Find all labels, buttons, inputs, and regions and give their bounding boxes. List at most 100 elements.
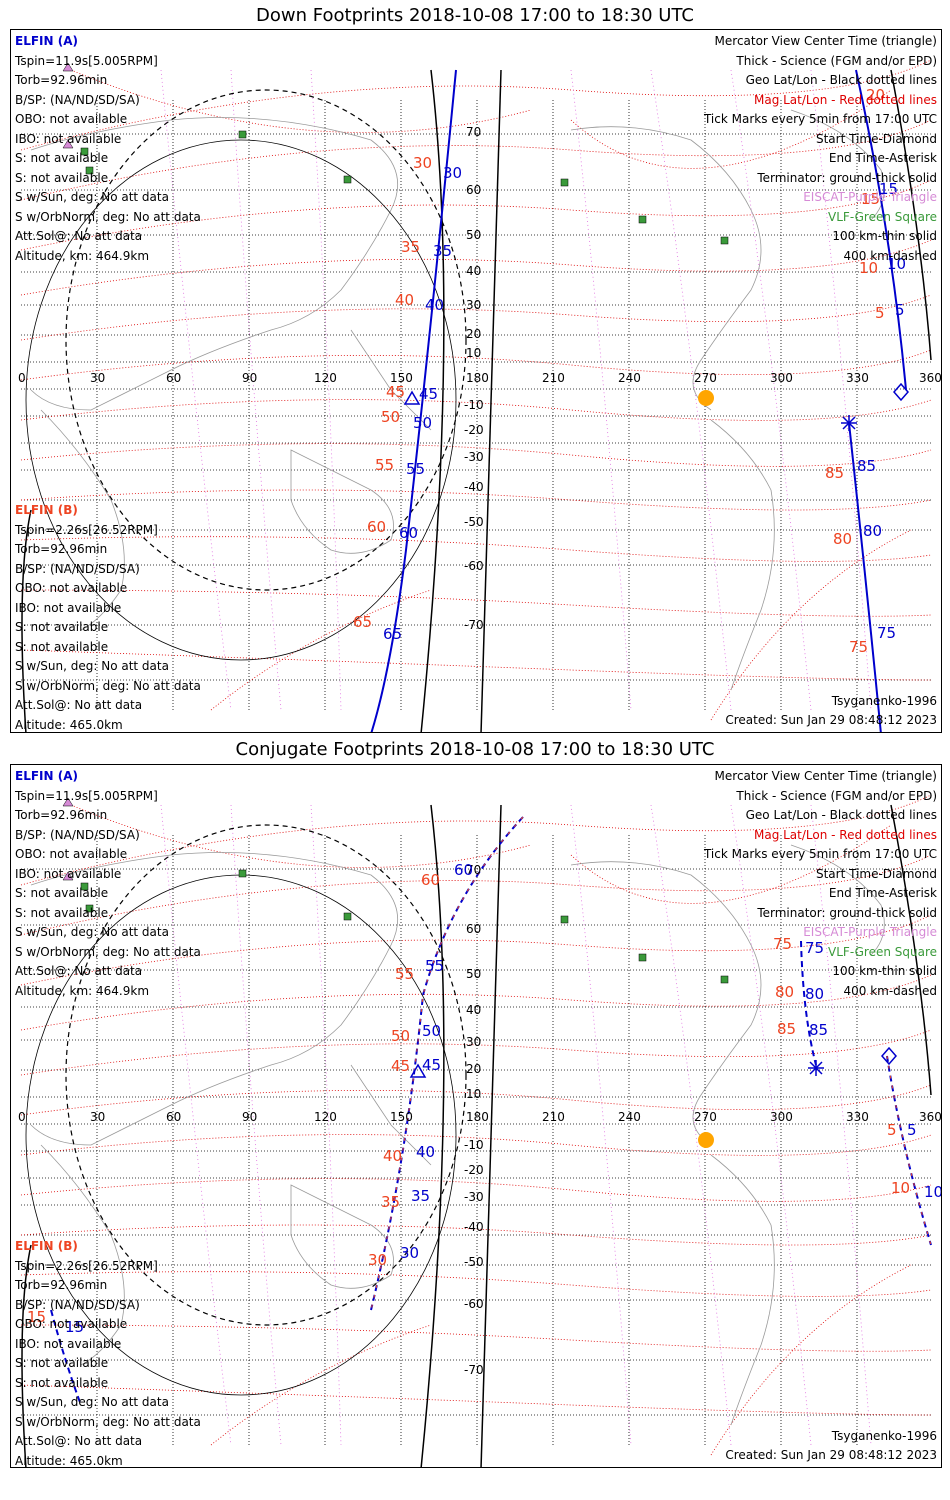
track-label-blue: 60	[454, 861, 474, 879]
legend-item: Mercator View Center Time (triangle)	[714, 34, 937, 48]
track-labels: 30 35 40 45 50 55 60 65 5 10 15 85 80 75…	[11, 30, 941, 732]
lon-label: 240	[618, 371, 641, 385]
end-asterisk	[841, 415, 857, 431]
track-label-blue: 80	[805, 985, 825, 1003]
track-label-blue: 65	[383, 625, 403, 643]
legend-item: Geo Lat/Lon - Black dotted lines	[745, 73, 937, 87]
center-time-triangle	[409, 1063, 427, 1078]
terminator-line	[480, 69, 502, 732]
eiscat-triangle	[62, 139, 74, 149]
lat-label: 40	[466, 1003, 482, 1017]
sat-info-b: ELFIN (B) Tspin=2.26s[26.52RPM] Torb=92.…	[15, 501, 201, 732]
lon-label: 0	[18, 371, 26, 385]
info-line: IBO: not available	[15, 1336, 122, 1351]
track-label-blue: 15	[65, 1318, 85, 1336]
lat-label: 30	[466, 298, 482, 312]
terminator-line	[890, 804, 932, 1096]
info-line: S w/OrbNorm, deg: No att data	[15, 944, 201, 959]
lon-label: 360	[919, 371, 942, 385]
info-line: Tspin=2.26s[26.52RPM]	[15, 1258, 158, 1273]
sat-info-a: ELFIN (A) Tspin=11.9s[5.005RPM] Torb=92.…	[15, 32, 201, 266]
track-elfin-a	[848, 422, 882, 732]
lon-label: 90	[242, 1110, 258, 1124]
track-label-blue: 5	[895, 301, 905, 319]
panel-title-down: Down Footprints 2018-10-08 17:00 to 18:3…	[256, 5, 694, 26]
info-line: S: not available	[15, 170, 109, 185]
info-line: IBO: not available	[15, 600, 122, 615]
legend-item: Mercator View Center Time (triangle)	[714, 769, 937, 783]
info-line: S w/Sun, deg: No att data	[15, 659, 169, 673]
legend-item: Mag Lat/Lon - Red dotted lines	[753, 92, 937, 107]
lat-label: 70	[466, 125, 482, 139]
eiscat-triangle	[62, 797, 74, 807]
track-label-red: 80	[775, 983, 795, 1001]
info-line: S: not available	[15, 905, 109, 920]
lat-label: -30	[464, 450, 484, 464]
info-line: S w/OrbNorm, deg: No att data	[15, 209, 201, 224]
track-label-red: 5	[875, 304, 885, 322]
info-line: S: not available	[15, 639, 109, 654]
lat-label: 40	[466, 264, 482, 278]
track-label-blue: 75	[805, 939, 825, 957]
footer-info: Tsyganenko-1996 Created: Sun Jan 29 08:4…	[725, 1427, 937, 1465]
lat-label: -50	[464, 1255, 484, 1269]
legend: Mercator View Center Time (triangle) Thi…	[704, 32, 937, 266]
track-label-red: 50	[381, 408, 401, 426]
created-timestamp: Created: Sun Jan 29 08:48:12 2023	[725, 713, 937, 727]
lon-label: 240	[618, 1110, 641, 1124]
map-panel-conjugate: 0 30 60 90 120 150 180 210 240 270 300 3…	[10, 764, 942, 1468]
lon-label: 210	[542, 1110, 565, 1124]
lat-label: 20	[466, 327, 482, 341]
lon-label: 0	[18, 1110, 26, 1124]
start-diamond	[881, 1046, 897, 1066]
info-line: S w/Sun, deg: No att data	[15, 190, 169, 204]
lon-label: 270	[694, 371, 717, 385]
lon-label: 210	[542, 371, 565, 385]
legend-item: Tick Marks every 5min from 17:00 UTC	[703, 847, 937, 861]
start-diamond	[893, 382, 909, 402]
track-label-blue: 10	[887, 255, 907, 273]
lat-label: -60	[464, 1297, 484, 1311]
legend-item: Terminator: ground-thick solid	[757, 905, 937, 920]
info-line: Att.Sol@: No att data	[15, 964, 143, 978]
track-label-red: 60	[367, 518, 387, 536]
footer-info: Tsyganenko-1996 Created: Sun Jan 29 08:4…	[725, 692, 937, 730]
range-circle-400km	[65, 824, 467, 1326]
lon-label: 180	[466, 371, 489, 385]
model-label: Tsyganenko-1996	[831, 1429, 937, 1443]
track-label-blue: 30	[443, 164, 463, 182]
info-line: S w/Sun, deg: No att data	[15, 925, 169, 939]
track-label-red: 30	[368, 1251, 388, 1269]
lon-label: 60	[166, 1110, 182, 1124]
track-label-red: 85	[777, 1020, 797, 1038]
terminator-line	[890, 69, 932, 361]
info-line: Att.Sol@: No att data	[15, 1434, 143, 1448]
legend-item: Terminator: ground-thick solid	[757, 170, 937, 185]
info-line: IBO: not available	[15, 131, 122, 146]
track-label-blue: 85	[857, 457, 877, 475]
sat-info-a: ELFIN (A) Tspin=11.9s[5.005RPM] Torb=92.…	[15, 767, 201, 1001]
track-label-red: 10	[891, 1179, 911, 1197]
sat-name-b: ELFIN (B)	[15, 1239, 78, 1253]
lon-label: 150	[390, 1110, 413, 1124]
track-label-red: 5	[887, 1121, 897, 1139]
track-label-red: 40	[395, 291, 415, 309]
track-label-red: 45	[391, 1057, 411, 1075]
lon-axis: 0 30 60 90 120 150 180 210 240 270 300 3…	[11, 1110, 941, 1124]
lat-label: -70	[464, 618, 484, 632]
lon-label: 300	[770, 371, 793, 385]
track-label-blue: 50	[413, 414, 433, 432]
track-label-blue: 85	[809, 1021, 829, 1039]
legend-item: VLF-Green Square	[828, 209, 937, 224]
track-elfin-b-dashed	[370, 816, 524, 1311]
track-label-blue: 55	[425, 957, 445, 975]
track-label-blue: 5	[907, 1121, 917, 1139]
track-elfin-b-dashed	[886, 1055, 932, 1246]
info-line: Altitude, km: 464.9km	[15, 983, 150, 998]
lat-label: -40	[464, 480, 484, 494]
info-line: S: not available	[15, 620, 109, 634]
lon-label: 270	[694, 1110, 717, 1124]
info-line: B/SP: (NA/ND/SD/SA)	[15, 827, 140, 842]
track-label-blue: 45	[422, 1056, 442, 1074]
lat-label: 20	[466, 1062, 482, 1076]
